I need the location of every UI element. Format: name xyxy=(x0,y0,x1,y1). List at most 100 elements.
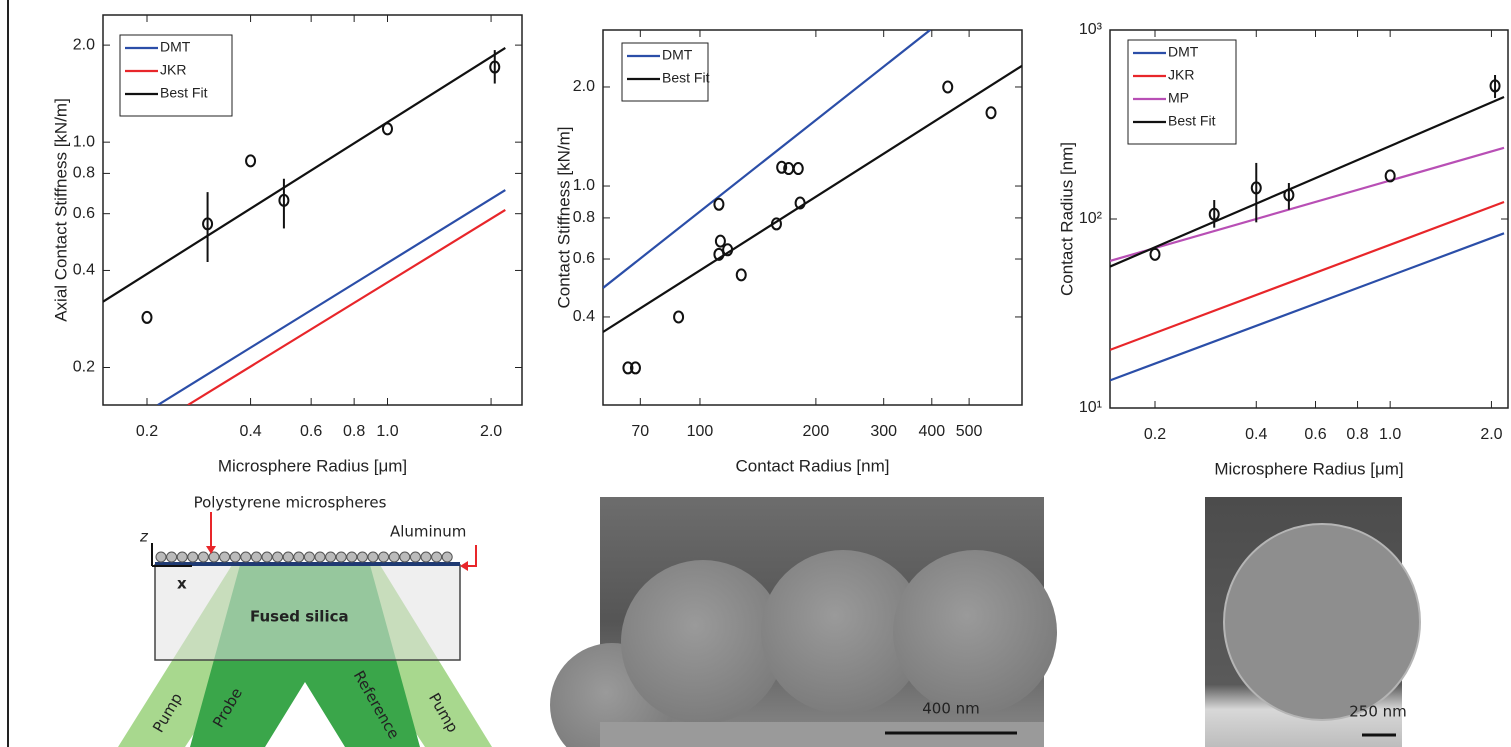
data-point xyxy=(1250,181,1262,195)
y-tick-label: 10¹ xyxy=(1079,399,1102,416)
data-point xyxy=(985,106,997,120)
fit-line xyxy=(1110,96,1505,268)
substrate xyxy=(154,564,461,661)
microsphere xyxy=(229,551,241,563)
x-tick-label: 400 xyxy=(918,423,945,440)
diagram: Polystyrene microspheres Aluminum z x Fu… xyxy=(118,494,492,747)
x-tick-label: 2.0 xyxy=(1480,426,1502,443)
y-tick-label: 0.4 xyxy=(73,262,95,279)
micrograph: 400 nm xyxy=(550,497,1057,747)
data-point xyxy=(202,217,214,231)
microsphere xyxy=(272,551,284,563)
arrow xyxy=(466,545,477,567)
label: Aluminum xyxy=(390,523,466,541)
fit-line xyxy=(603,64,1022,333)
microsphere xyxy=(409,551,421,563)
y-axis-label: Contact Stiffness [kN/m] xyxy=(554,126,573,308)
microsphere xyxy=(250,551,262,563)
y-tick-label: 2.0 xyxy=(573,78,595,95)
microsphere xyxy=(388,551,400,563)
y-tick-label: 10² xyxy=(1079,210,1103,227)
x-tick-label: 1.0 xyxy=(1379,426,1401,443)
data-point xyxy=(776,160,788,174)
data-point xyxy=(141,310,153,324)
microsphere xyxy=(441,551,453,563)
microsphere xyxy=(378,551,390,563)
chart: 0.2 0.4 0.6 0.8 1.0 2.0 10¹ 10² 10³ Microsphere R… xyxy=(1057,21,1509,478)
micrograph: 250 nm xyxy=(1205,497,1421,747)
x-tick-label: 0.2 xyxy=(136,423,158,440)
legend-label: JKR xyxy=(160,62,186,78)
label: z xyxy=(139,528,149,546)
data-point xyxy=(245,154,257,168)
legend-label: Best Fit xyxy=(160,85,208,101)
chart: 70 100 200 300 400 500 0.4 0.6 0.8 1.0 2.0 Contact … xyxy=(554,29,1023,475)
microsphere xyxy=(420,551,432,563)
data-point xyxy=(673,310,685,324)
data-point xyxy=(1384,169,1396,183)
x-axis-label: Microsphere Radius [μm] xyxy=(1214,459,1403,478)
data-point xyxy=(942,80,954,94)
microsphere xyxy=(303,551,315,563)
data-point xyxy=(1208,207,1220,221)
x-tick-label: 0.2 xyxy=(1144,426,1166,443)
arrow-head xyxy=(206,546,216,554)
y-tick-label: 0.6 xyxy=(573,250,595,267)
microsphere xyxy=(399,551,411,563)
data-point xyxy=(1283,188,1295,202)
microsphere xyxy=(346,551,358,563)
label: Fused silica xyxy=(250,608,349,626)
data-point xyxy=(1489,79,1501,93)
microsphere xyxy=(293,551,305,563)
data-point xyxy=(792,162,804,176)
fit-line xyxy=(1110,146,1505,262)
sphere xyxy=(621,560,785,724)
x-tick-label: 100 xyxy=(687,423,714,440)
y-axis-label: Contact Radius [nm] xyxy=(1057,142,1076,296)
microsphere xyxy=(335,551,347,563)
data-point xyxy=(278,193,290,207)
y-axis-label: Axial Contact Stiffness [kN/m] xyxy=(51,98,70,322)
data-point xyxy=(622,361,634,375)
legend-label: DMT xyxy=(160,39,191,55)
legend-label: Best Fit xyxy=(1168,113,1216,129)
fit-line xyxy=(603,30,931,289)
label: Polystyrene microspheres xyxy=(194,494,387,512)
arrow-head xyxy=(460,561,468,571)
scale-label: 400 nm xyxy=(922,700,980,718)
x-tick-label: 0.6 xyxy=(300,423,322,440)
data-point xyxy=(629,361,641,375)
x-tick-label: 0.6 xyxy=(1304,426,1326,443)
legend-label: JKR xyxy=(1168,67,1194,83)
microsphere xyxy=(187,551,199,563)
data-point xyxy=(714,234,726,248)
x-tick-label: 200 xyxy=(803,423,830,440)
microspheres xyxy=(155,551,453,563)
data-point xyxy=(489,60,501,74)
legend: DMT JKR MP Best Fit xyxy=(1127,39,1237,145)
scale-label: 250 nm xyxy=(1349,703,1407,721)
data-point xyxy=(722,243,734,257)
fit-line xyxy=(157,189,506,405)
y-tick-label: 1.0 xyxy=(73,133,95,150)
x-axis-label: Microsphere Radius [μm] xyxy=(218,456,407,475)
y-tick-label: 1.0 xyxy=(573,177,595,194)
data-point xyxy=(713,197,725,211)
microsphere xyxy=(314,551,326,563)
legend: DMT Best Fit xyxy=(621,42,710,102)
data-point xyxy=(381,122,393,136)
data-point xyxy=(770,217,782,231)
data-point xyxy=(735,268,747,282)
y-tick-label: 0.6 xyxy=(73,205,95,222)
sphere xyxy=(893,550,1057,714)
y-tick-label: 2.0 xyxy=(73,36,95,53)
x-tick-label: 0.8 xyxy=(343,423,365,440)
sphere xyxy=(761,550,925,714)
microsphere xyxy=(356,551,368,563)
microsphere xyxy=(176,551,188,563)
x-tick-label: 1.0 xyxy=(376,423,398,440)
sphere xyxy=(1223,523,1421,721)
microsphere xyxy=(282,551,294,563)
data-point xyxy=(1149,247,1161,261)
plot-frame xyxy=(102,14,523,406)
